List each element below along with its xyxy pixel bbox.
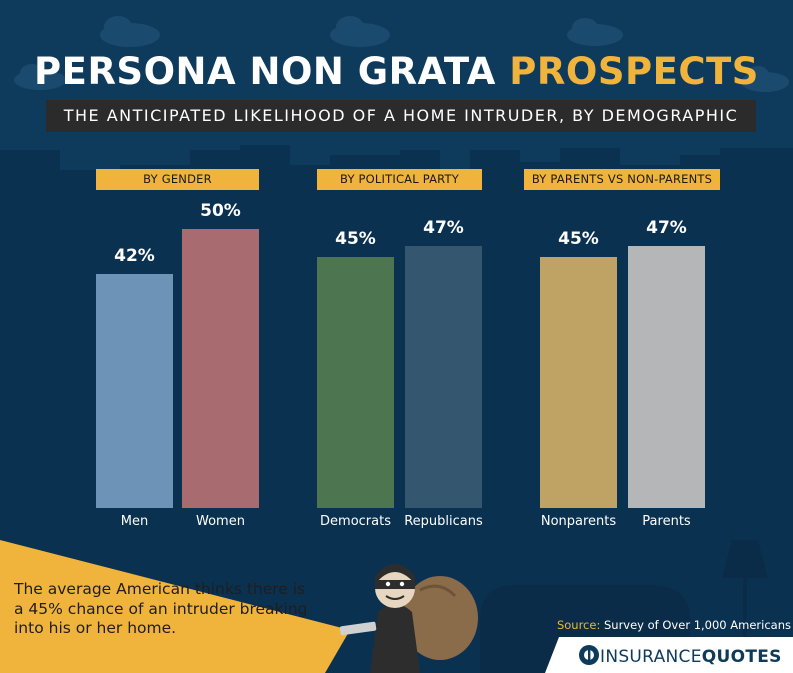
logo-background bbox=[545, 637, 793, 673]
tick-label-democrats: Democrats bbox=[320, 514, 391, 529]
tick-label-parents: Parents bbox=[642, 514, 691, 529]
logo[interactable]: INSURANCEQUOTES bbox=[600, 647, 782, 667]
logo-part1: INSURANCE bbox=[600, 647, 702, 667]
tick-label-nonparents: Nonparents bbox=[540, 514, 617, 529]
cloud-icon bbox=[14, 16, 789, 92]
bar-women bbox=[182, 229, 259, 508]
panel-label-parents: BY PARENTS VS NON-PARENTS bbox=[524, 169, 720, 190]
caption: The average American thinks there is a 4… bbox=[14, 580, 308, 637]
lamp-icon bbox=[722, 540, 768, 638]
data-label-nonparents: 45% bbox=[558, 229, 599, 250]
bar-democrats bbox=[317, 257, 394, 508]
data-label-parents: 47% bbox=[646, 217, 687, 238]
panel-label-gender: BY GENDER bbox=[96, 169, 259, 190]
title-main: PERSONA NON GRATA bbox=[34, 50, 496, 93]
data-label-men: 42% bbox=[114, 245, 155, 266]
tick-label-men: Men bbox=[120, 514, 149, 529]
title-accent: PROSPECTS bbox=[509, 50, 759, 93]
chart-subtitle: THE ANTICIPATED LIKELIHOOD OF A HOME INT… bbox=[46, 100, 756, 132]
data-label-republicans: 47% bbox=[423, 217, 464, 238]
panel-label-party: BY POLITICAL PARTY bbox=[317, 169, 482, 190]
source-note: Source: Survey of Over 1,000 Americans bbox=[557, 618, 791, 632]
source-label: Source: bbox=[556, 618, 601, 632]
bar-parents bbox=[628, 245, 705, 508]
bar-men bbox=[96, 273, 173, 508]
tick-label-women: Women bbox=[196, 514, 245, 529]
logo-part2: QUOTES bbox=[701, 647, 782, 667]
bar-nonparents bbox=[540, 257, 617, 508]
tick-label-republicans: Republicans bbox=[404, 514, 483, 529]
data-label-women: 50% bbox=[200, 201, 241, 222]
burglar-icon bbox=[339, 564, 478, 673]
data-label-democrats: 45% bbox=[335, 229, 376, 250]
bar-republicans bbox=[405, 245, 482, 508]
flashlight-beam bbox=[0, 540, 350, 673]
source-text: Survey of Over 1,000 Americans bbox=[603, 618, 791, 632]
chart-title: PERSONA NON GRATA PROSPECTS bbox=[0, 48, 793, 96]
